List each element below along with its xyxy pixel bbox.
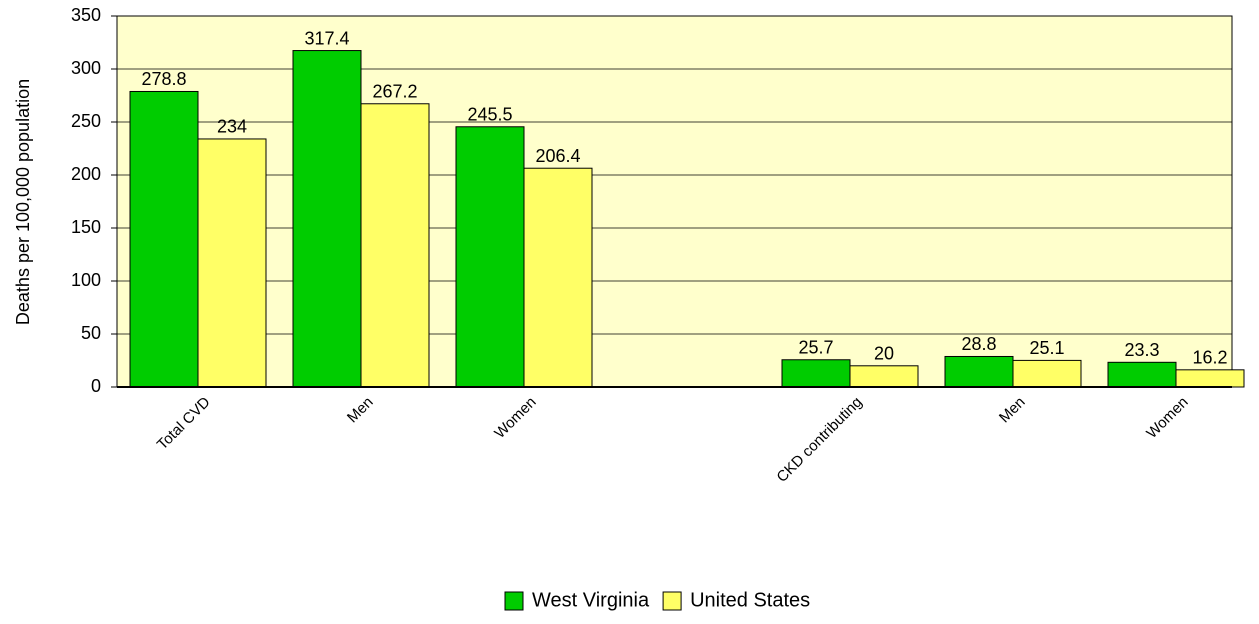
x-tick-label: Total CVD bbox=[154, 394, 214, 454]
bar bbox=[360, 103, 430, 388]
bar bbox=[292, 50, 362, 388]
bar bbox=[849, 365, 919, 388]
bar bbox=[781, 359, 851, 388]
bar bbox=[944, 355, 1014, 388]
data-label: 317.4 bbox=[304, 28, 349, 48]
bar bbox=[129, 90, 199, 388]
y-axis-label: Deaths per 100,000 population bbox=[13, 79, 33, 325]
data-label: 23.3 bbox=[1124, 340, 1159, 360]
bar bbox=[1175, 369, 1245, 388]
data-label: 278.8 bbox=[141, 69, 186, 89]
x-tick-label: CKD contributing bbox=[773, 394, 865, 486]
data-label: 206.4 bbox=[535, 146, 580, 166]
x-tick-label: Women bbox=[1143, 394, 1191, 442]
y-tick-label: 150 bbox=[71, 217, 101, 237]
bar bbox=[1012, 359, 1082, 388]
data-label: 16.2 bbox=[1192, 348, 1227, 368]
data-label: 245.5 bbox=[467, 105, 512, 125]
x-tick-label: Men bbox=[996, 394, 1029, 427]
x-tick-label: Women bbox=[491, 394, 539, 442]
data-label: 20 bbox=[874, 344, 894, 364]
data-label: 25.7 bbox=[798, 338, 833, 358]
y-tick-label: 200 bbox=[71, 164, 101, 184]
bar bbox=[1107, 361, 1177, 388]
y-tick-label: 0 bbox=[91, 376, 101, 396]
data-label: 267.2 bbox=[372, 82, 417, 102]
bar bbox=[455, 126, 525, 388]
y-tick-label: 250 bbox=[71, 111, 101, 131]
bar bbox=[523, 167, 593, 388]
y-tick-label: 50 bbox=[81, 323, 101, 343]
legend-label: West Virginia bbox=[532, 589, 650, 611]
legend-swatch bbox=[504, 591, 524, 611]
legend-label: United States bbox=[690, 589, 810, 611]
data-label: 25.1 bbox=[1029, 338, 1064, 358]
bar bbox=[197, 138, 267, 388]
data-label: 234 bbox=[217, 117, 247, 137]
x-tick-label: Men bbox=[344, 394, 377, 427]
y-tick-label: 100 bbox=[71, 270, 101, 290]
plot-area bbox=[116, 15, 1233, 388]
legend-swatch bbox=[662, 591, 682, 611]
data-label: 28.8 bbox=[961, 334, 996, 354]
y-tick-label: 350 bbox=[71, 5, 101, 25]
y-tick-label: 300 bbox=[71, 58, 101, 78]
